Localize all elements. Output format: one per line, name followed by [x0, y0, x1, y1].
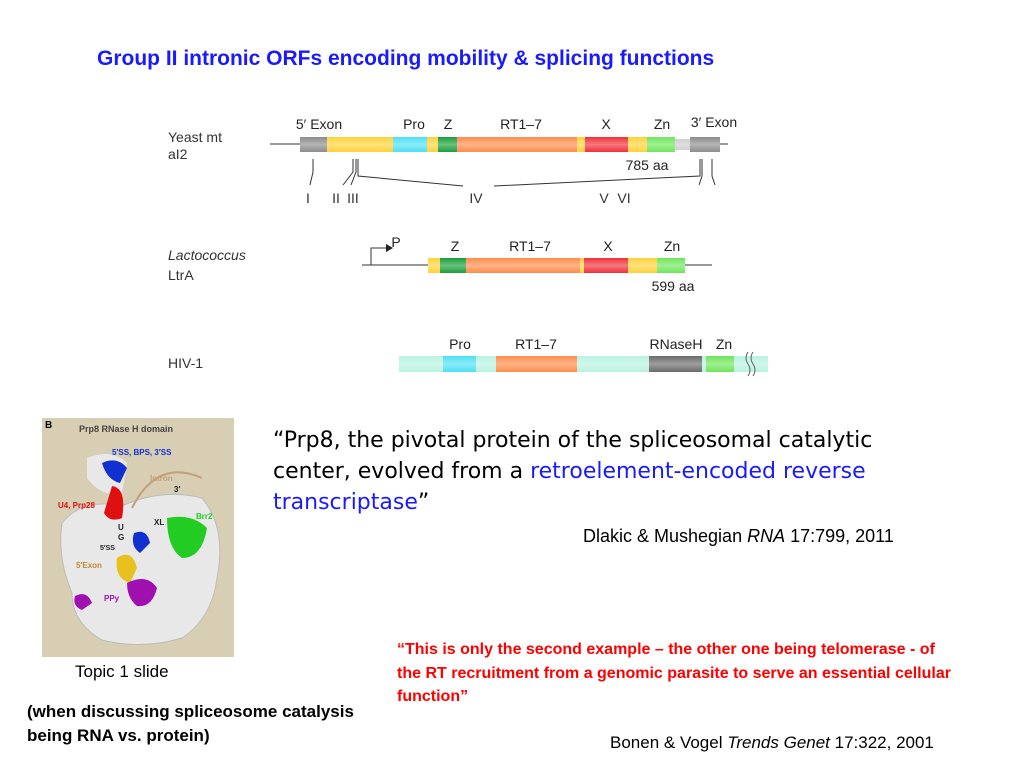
- label-5ss: 5′SS: [100, 545, 115, 552]
- label-x: X: [601, 116, 611, 132]
- label-xl: XL: [154, 518, 164, 527]
- orf-diagram: Yeast mt aI2 Lactococcus LtrA HIV-1 5′ E…: [168, 114, 768, 377]
- label-5exon: 5′Exon: [76, 561, 102, 570]
- lacto-label-x: X: [603, 238, 613, 254]
- citation-ref: 17:322, 2001: [829, 733, 934, 752]
- discussion-note: (when discussing spliceosome catalysis b…: [27, 702, 354, 745]
- citation-journal: Trends Genet: [727, 733, 830, 752]
- label-brr2: Brr2: [196, 512, 213, 521]
- prp8-quote: “Prp8, the pivotal protein of the splice…: [273, 425, 873, 518]
- lacto-label: Lactococcus: [168, 247, 246, 263]
- lacto-label-rt: RT1–7: [509, 238, 551, 254]
- domain-VI: VI: [617, 190, 630, 206]
- label-5-exon: 5′ Exon: [296, 116, 342, 132]
- label-intron: Intron: [150, 474, 173, 483]
- hiv-label-rnaseh: RNaseH: [650, 336, 703, 352]
- label-u4: U4, Prp28: [58, 501, 95, 510]
- domain-connectors: [309, 159, 716, 187]
- figure-title: Prp8 RNase H domain: [79, 424, 173, 434]
- label-rt: RT1–7: [500, 116, 542, 132]
- domain-III: III: [347, 190, 359, 206]
- red-quote: “This is only the second example – the o…: [397, 641, 951, 705]
- quote-highlight: retroelement-encoded reverse transcripta…: [273, 459, 866, 515]
- label-pro: Pro: [403, 116, 425, 132]
- citation-dlakic: Dlakic & Mushegian RNA 17:799, 2011: [583, 526, 894, 547]
- domain-V: V: [599, 190, 609, 206]
- lacto-label-zn: Zn: [664, 238, 680, 254]
- label-ppy: PPy: [104, 594, 120, 603]
- label-z: Z: [444, 116, 453, 132]
- citation-ref: 17:799, 2011: [785, 526, 894, 546]
- lacto-orf-bar: [362, 244, 712, 273]
- lacto-label-2: LtrA: [168, 267, 194, 283]
- hiv-label-zn: Zn: [716, 336, 732, 352]
- promoter-label: P: [391, 234, 400, 250]
- domain-I: I: [306, 190, 310, 206]
- label-u: U: [118, 523, 124, 532]
- hiv-label: HIV-1: [168, 355, 203, 371]
- lacto-label-z: Z: [451, 238, 460, 254]
- label-3-exon: 3′ Exon: [691, 114, 737, 130]
- hiv-orf-bar: [399, 351, 768, 377]
- label-g: G: [118, 533, 124, 542]
- topic-label: Topic 1 slide: [75, 662, 169, 681]
- slide-title: Group II intronic ORFs encoding mobility…: [97, 47, 715, 70]
- citation-journal: RNA: [747, 526, 786, 546]
- hiv-label-rt: RT1–7: [515, 336, 557, 352]
- label-zn: Zn: [654, 116, 670, 132]
- domain-IV: IV: [469, 190, 483, 206]
- citation-authors: Bonen & Vogel: [610, 733, 728, 752]
- panel-letter: B: [45, 420, 52, 431]
- yeast-label: Yeast mt: [168, 129, 222, 145]
- citation-authors: Dlakic & Mushegian: [583, 526, 748, 546]
- label-ss: 5′SS, BPS, 3′SS: [112, 448, 172, 457]
- quote-end: ”: [417, 490, 430, 515]
- label-3: 3′: [174, 485, 180, 494]
- prp8-structure-figure: B Prp8 RNase H domain 5′SS, BPS, 3′SS In…: [42, 418, 234, 657]
- domain-II: II: [332, 190, 340, 206]
- yeast-label-2: aI2: [168, 146, 188, 162]
- quote-text: “Prp8, the pivotal protein of the splice…: [273, 428, 873, 484]
- hiv-label-pro: Pro: [449, 336, 471, 352]
- citation-bonen: Bonen & Vogel Trends Genet 17:322, 2001: [610, 733, 934, 753]
- lacto-length: 599 aa: [652, 278, 695, 294]
- yeast-length: 785 aa: [626, 157, 669, 173]
- yeast-orf-bar: [270, 137, 728, 152]
